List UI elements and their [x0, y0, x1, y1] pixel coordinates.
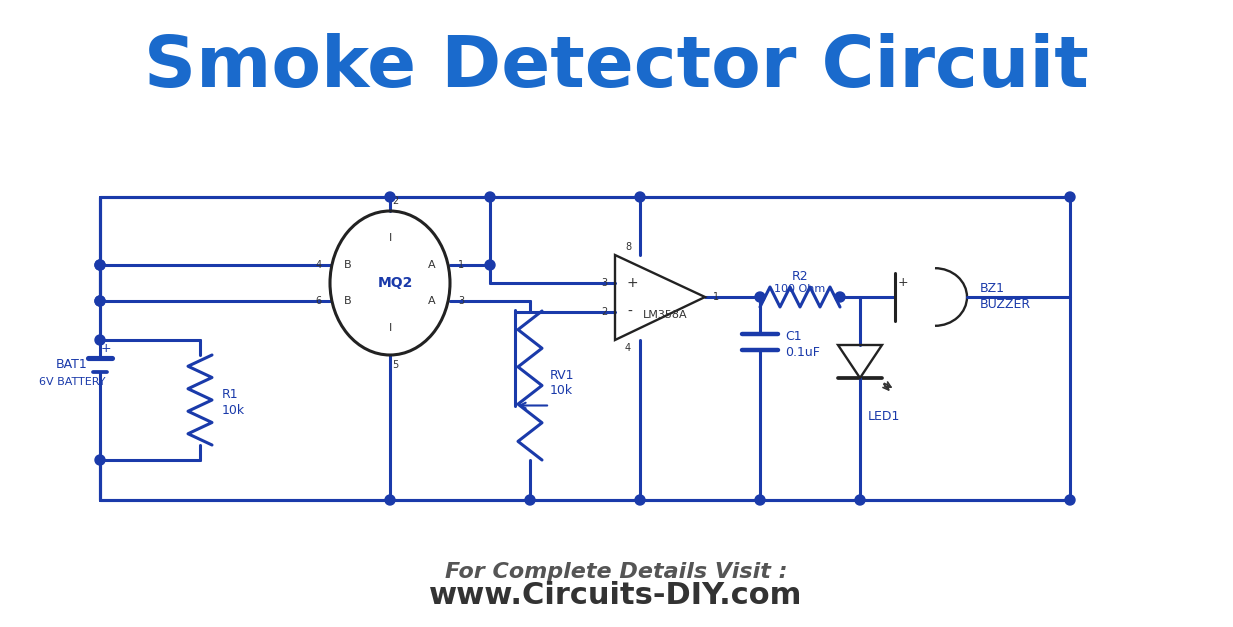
Circle shape — [485, 192, 494, 202]
Circle shape — [95, 296, 105, 306]
Circle shape — [385, 192, 395, 202]
Text: 4: 4 — [625, 343, 631, 353]
Text: A: A — [428, 296, 435, 306]
Text: Smoke Detector Circuit: Smoke Detector Circuit — [143, 33, 1089, 102]
Circle shape — [755, 292, 764, 302]
Circle shape — [95, 296, 105, 306]
Text: www.Circuits-DIY.com: www.Circuits-DIY.com — [429, 581, 803, 611]
Text: 2: 2 — [600, 307, 607, 317]
Circle shape — [635, 495, 645, 505]
Text: -: - — [628, 305, 631, 319]
Text: 10k: 10k — [222, 404, 245, 416]
Text: +: + — [101, 342, 111, 354]
Circle shape — [1065, 192, 1075, 202]
Text: MQ2: MQ2 — [377, 276, 413, 290]
Text: 4: 4 — [316, 260, 322, 270]
Text: 6: 6 — [316, 296, 322, 306]
Text: 6V BATTERY: 6V BATTERY — [38, 377, 105, 387]
Text: 2: 2 — [392, 196, 398, 206]
Text: 3: 3 — [457, 296, 464, 306]
Text: BAT1: BAT1 — [57, 359, 88, 372]
Circle shape — [635, 192, 645, 202]
Text: 1: 1 — [457, 260, 464, 270]
Text: I: I — [388, 233, 392, 243]
Text: BZ1: BZ1 — [980, 283, 1005, 295]
Text: +: + — [628, 276, 639, 290]
Text: R1: R1 — [222, 389, 239, 401]
Text: 1: 1 — [713, 292, 719, 302]
Circle shape — [1065, 495, 1075, 505]
Circle shape — [485, 260, 494, 270]
Circle shape — [755, 495, 764, 505]
Circle shape — [835, 292, 845, 302]
Text: RV1: RV1 — [550, 369, 575, 382]
Text: A: A — [428, 260, 435, 270]
Text: 8: 8 — [625, 242, 631, 252]
Text: BUZZER: BUZZER — [980, 298, 1031, 312]
Text: 100 Ohm: 100 Ohm — [774, 284, 826, 294]
Text: I: I — [388, 323, 392, 333]
Text: LED1: LED1 — [868, 411, 900, 423]
Text: 10k: 10k — [550, 384, 573, 397]
Circle shape — [95, 455, 105, 465]
Circle shape — [95, 260, 105, 270]
Circle shape — [385, 495, 395, 505]
Text: 3: 3 — [600, 278, 607, 288]
Text: C1: C1 — [785, 330, 801, 344]
Circle shape — [95, 335, 105, 345]
Circle shape — [854, 495, 866, 505]
Text: B: B — [344, 260, 351, 270]
Text: +: + — [898, 275, 909, 288]
Circle shape — [95, 260, 105, 270]
Text: 0.1uF: 0.1uF — [785, 345, 820, 359]
Text: 5: 5 — [392, 360, 398, 370]
Text: R2: R2 — [792, 270, 809, 283]
Text: B: B — [344, 296, 351, 306]
Text: For Complete Details Visit :: For Complete Details Visit : — [445, 562, 787, 582]
Text: LM358A: LM358A — [642, 310, 687, 320]
Circle shape — [525, 495, 535, 505]
